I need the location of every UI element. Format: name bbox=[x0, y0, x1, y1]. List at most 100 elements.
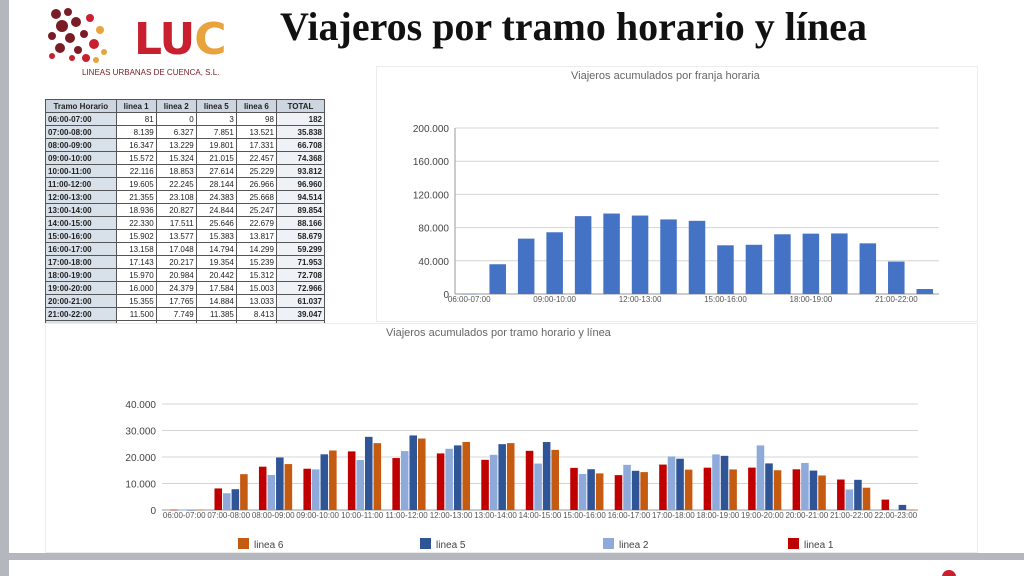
table-header-cell: linea 5 bbox=[195, 99, 237, 113]
bottom-edge-strip bbox=[0, 553, 1024, 560]
table-cell: 18.936 bbox=[115, 203, 157, 217]
bar-linea-5 bbox=[542, 442, 551, 510]
time-slot-cell: 21:00-22:00 bbox=[45, 307, 117, 321]
bar-linea-1 bbox=[214, 488, 223, 510]
table-header-cell: linea 1 bbox=[115, 99, 157, 113]
table-cell: 14.794 bbox=[195, 242, 237, 256]
logo-wordmark: LUC bbox=[134, 14, 227, 65]
time-slot-cell: 17:00-18:00 bbox=[45, 255, 117, 269]
y-tick-label: 160.000 bbox=[413, 157, 450, 168]
row-total-cell: 74.368 bbox=[275, 151, 326, 165]
time-slot-cell: 08:00-09:00 bbox=[45, 138, 117, 152]
bar-linea-2 bbox=[667, 456, 676, 510]
table-cell: 21.015 bbox=[195, 151, 237, 165]
bar-linea-5 bbox=[364, 436, 373, 510]
legend-label: linea 6 bbox=[254, 540, 284, 551]
table-cell: 6.327 bbox=[155, 125, 197, 139]
x-tick-label: 16:00-17:00 bbox=[608, 511, 651, 520]
table-row: 14:00-15:00 22.330 17.511 25.646 22.679 88.16… bbox=[45, 216, 326, 230]
bar-linea-1 bbox=[303, 468, 311, 510]
legend-swatch bbox=[788, 538, 799, 549]
row-total-cell: 66.708 bbox=[275, 138, 326, 152]
table-cell: 13.521 bbox=[235, 125, 277, 139]
bar-linea-2 bbox=[178, 510, 187, 511]
table-cell: 13.817 bbox=[235, 229, 277, 243]
bar-linea-5 bbox=[631, 470, 640, 510]
table-cell: 8.139 bbox=[115, 125, 157, 139]
table-cell: 17.143 bbox=[115, 255, 157, 269]
table-cell: 98 bbox=[235, 112, 277, 126]
bar-linea-2 bbox=[623, 464, 631, 510]
y-tick-label: 0 bbox=[443, 290, 449, 301]
bar-linea-5 bbox=[498, 444, 506, 510]
line-chart-title: Viajeros acumulados por tramo horario y … bbox=[386, 327, 611, 339]
bar-linea-6 bbox=[907, 509, 915, 511]
table-cell: 17.765 bbox=[155, 294, 197, 308]
table-cell: 17.511 bbox=[155, 216, 197, 230]
table-cell: 20.442 bbox=[195, 268, 237, 282]
x-tick-label: 21:00-22:00 bbox=[875, 295, 918, 304]
table-header-cell: linea 2 bbox=[155, 99, 197, 113]
x-tick-label: 09:00-10:00 bbox=[296, 511, 339, 520]
bar-linea-5 bbox=[231, 489, 240, 510]
corner-dot bbox=[942, 570, 956, 576]
table-cell: 22.245 bbox=[155, 177, 197, 191]
x-tick-label: 06:00-07:00 bbox=[163, 511, 206, 520]
row-total-cell: 71.953 bbox=[275, 255, 326, 269]
table-cell: 22.330 bbox=[115, 216, 157, 230]
bar-linea-2 bbox=[489, 454, 498, 510]
time-slot-cell: 20:00-21:00 bbox=[45, 294, 117, 308]
bar bbox=[660, 219, 677, 294]
row-total-cell: 96.960 bbox=[275, 177, 326, 191]
table-row: 11:00-12:00 19.605 22.245 28.144 26.966 96.96… bbox=[45, 177, 326, 191]
table-cell: 20.984 bbox=[155, 268, 197, 282]
time-slot-cell: 14:00-15:00 bbox=[45, 216, 117, 230]
y-tick-label: 30.000 bbox=[125, 427, 156, 438]
bar-linea-5 bbox=[276, 457, 284, 510]
table-cell: 22.457 bbox=[235, 151, 277, 165]
bar-linea-6 bbox=[240, 474, 248, 510]
time-slot-cell: 11:00-12:00 bbox=[45, 177, 117, 191]
bar-linea-6 bbox=[818, 475, 826, 510]
table-cell: 22.116 bbox=[115, 164, 157, 178]
row-total-cell: 39.047 bbox=[275, 307, 326, 321]
bar-linea-1 bbox=[881, 499, 890, 510]
table-cell: 13.033 bbox=[235, 294, 277, 308]
bar-linea-1 bbox=[703, 467, 712, 510]
table-row: 20:00-21:00 15.355 17.765 14.884 13.033 61.03… bbox=[45, 294, 326, 308]
bar-linea-6 bbox=[284, 464, 293, 510]
bar-linea-5 bbox=[720, 455, 729, 510]
hourly-bar-chart: 0 40.000 80.000 120.000 160.000 200.000 06:00-… bbox=[413, 124, 939, 304]
legend-label: linea 1 bbox=[804, 540, 834, 551]
time-slot-cell: 16:00-17:00 bbox=[45, 242, 117, 256]
table-cell: 14.299 bbox=[235, 242, 277, 256]
bar-linea-2 bbox=[356, 460, 364, 510]
table-cell: 15.355 bbox=[115, 294, 157, 308]
table-cell: 15.324 bbox=[155, 151, 197, 165]
x-tick-label: 11:00-12:00 bbox=[386, 511, 429, 520]
page-title: Viajeros por tramo horario y línea bbox=[280, 4, 867, 49]
x-tick-label: 12:00-13:00 bbox=[430, 511, 473, 520]
row-total-cell: 88.166 bbox=[275, 216, 326, 230]
table-cell: 11.385 bbox=[195, 307, 237, 321]
table-cell: 16.000 bbox=[115, 281, 157, 295]
table-cell: 7.851 bbox=[195, 125, 237, 139]
table-header-cell: TOTAL bbox=[275, 99, 326, 113]
bar-linea-1 bbox=[436, 453, 445, 510]
table-cell: 11.500 bbox=[115, 307, 157, 321]
row-total-cell: 35.838 bbox=[275, 125, 326, 139]
y-tick-label: 120.000 bbox=[413, 190, 450, 201]
row-total-cell: 58.679 bbox=[275, 229, 326, 243]
row-total-cell: 72.966 bbox=[275, 281, 326, 295]
x-tick-label: 17:00-18:00 bbox=[652, 511, 695, 520]
bar-linea-2 bbox=[223, 493, 231, 510]
bar-linea-2 bbox=[845, 489, 854, 510]
x-tick-label: 07:00-08:00 bbox=[207, 511, 250, 520]
y-tick-label: 0 bbox=[150, 506, 156, 517]
bar-linea-2 bbox=[801, 462, 809, 510]
row-total-cell: 94.514 bbox=[275, 190, 326, 204]
table-cell: 24.379 bbox=[155, 281, 197, 295]
bar-linea-5 bbox=[676, 458, 684, 510]
table-row: 17:00-18:00 17.143 20.217 19.354 15.239 71.95… bbox=[45, 255, 326, 269]
time-slot-cell: 09:00-10:00 bbox=[45, 151, 117, 165]
